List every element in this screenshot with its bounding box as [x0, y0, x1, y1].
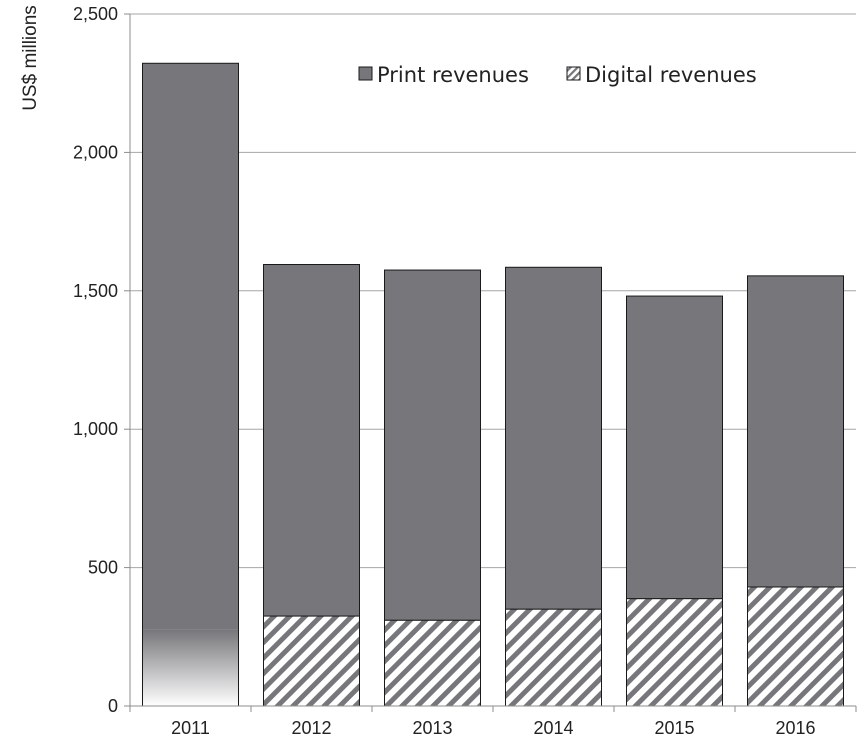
x-tick-label: 2011 — [171, 718, 210, 738]
bar-print-2015 — [626, 295, 723, 600]
bar-digital-2013 — [384, 619, 481, 707]
y-tick-label: 2,500 — [73, 4, 118, 24]
y-tick-label: 0 — [108, 696, 118, 716]
bar-print-2013 — [384, 269, 481, 621]
bar-print-2014 — [505, 266, 602, 610]
legend-label-digital: Digital revenues — [585, 63, 757, 87]
x-tick-label: 2014 — [533, 718, 573, 738]
x-tick-label: 2013 — [412, 718, 452, 738]
y-tick-label: 1,500 — [73, 281, 118, 301]
tick-labels: 0 500 1,000 1,500 2,000 2,500 2011 2012 2013 2014… — [73, 4, 816, 738]
bars — [142, 62, 844, 707]
y-tick-label: 1,000 — [73, 419, 118, 439]
x-tick-label: 2015 — [654, 718, 694, 738]
bar-digital-2015 — [626, 598, 723, 707]
legend-label-print: Print revenues — [377, 63, 529, 87]
bar-print-2012 — [263, 264, 360, 617]
legend: Print revenues Digital revenues — [358, 63, 757, 87]
gridlines — [130, 13, 856, 569]
legend-swatch-print — [358, 66, 373, 81]
bar-print-2016 — [747, 275, 844, 588]
bar-digital-2012 — [263, 615, 360, 707]
bar-digital-2014 — [505, 608, 602, 707]
x-tick-label: 2016 — [775, 718, 815, 738]
y-tick-label: 2,000 — [73, 142, 118, 162]
legend-swatch-digital — [566, 66, 581, 81]
axes — [124, 13, 857, 712]
bar-fade-2011 — [142, 629, 239, 706]
x-tick-label: 2012 — [291, 718, 331, 738]
y-axis-title: US$ millions — [20, 5, 41, 111]
y-tick-label: 500 — [88, 558, 118, 578]
bar-print-2011 — [142, 63, 239, 630]
bar-digital-2016 — [747, 586, 844, 707]
